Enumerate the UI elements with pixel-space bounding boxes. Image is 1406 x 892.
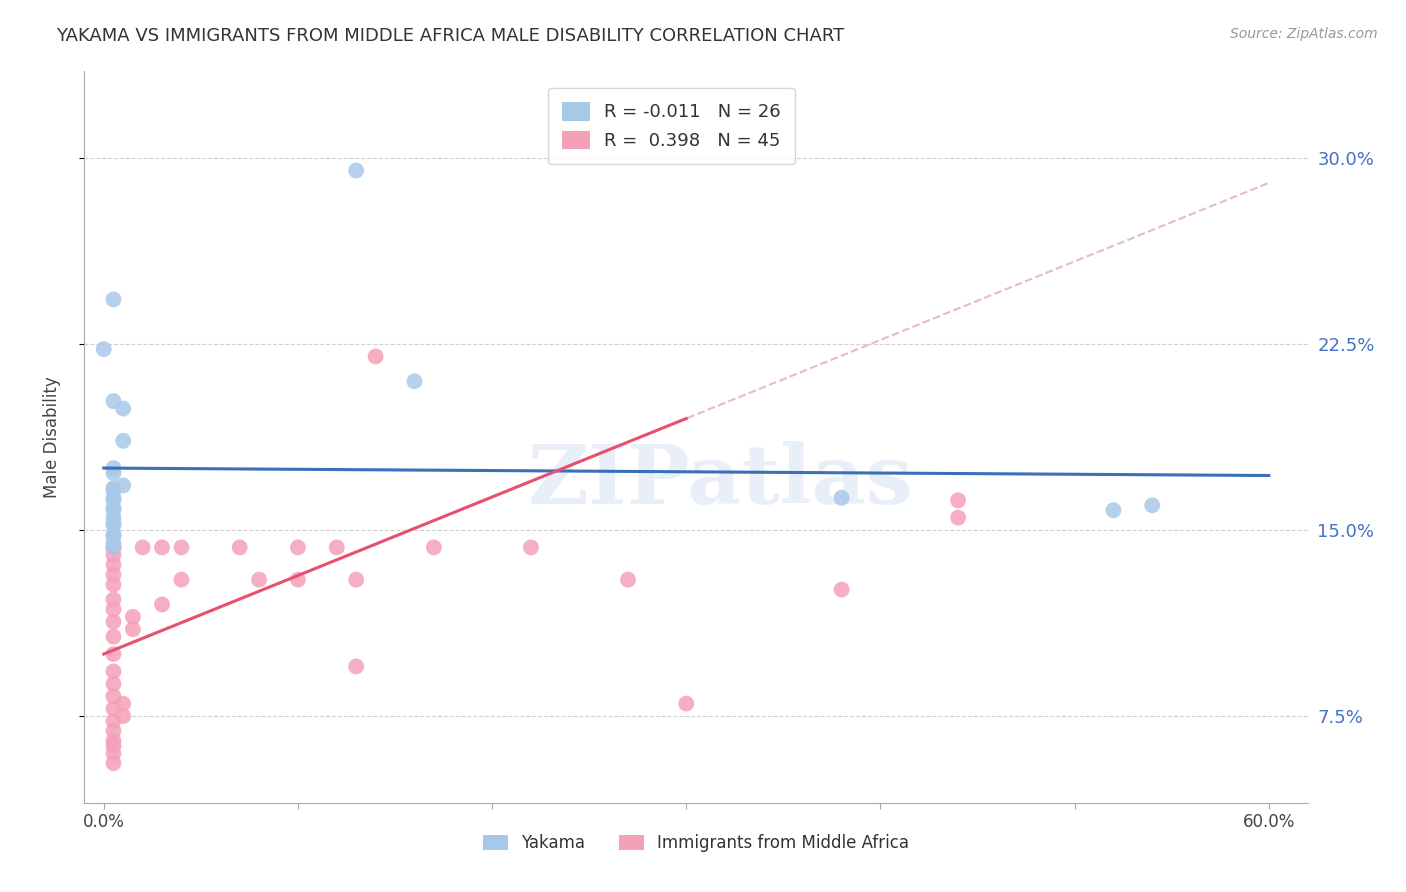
Point [103,518,125,533]
Point [103,739,125,753]
Point [103,677,125,691]
Point [946,493,969,508]
Point [287,573,309,587]
Point [170,573,193,587]
Point [103,602,125,616]
Point [1142,498,1164,512]
Point [103,528,125,542]
Point [103,535,125,549]
Point [344,573,367,587]
Point [103,689,125,703]
Point [93,342,115,356]
Point [831,491,853,505]
Point [287,541,309,555]
Point [228,541,250,555]
Point [122,622,145,636]
Point [103,510,125,524]
Point [150,541,173,555]
Point [103,756,125,771]
Point [1102,503,1125,517]
Point [103,500,125,515]
Point [131,541,153,555]
Point [103,734,125,748]
Point [103,577,125,591]
Point [112,709,135,723]
Point [150,598,173,612]
Point [103,647,125,661]
Point [675,697,697,711]
Point [103,548,125,562]
Point [344,659,367,673]
Text: Source: ZipAtlas.com: Source: ZipAtlas.com [1230,27,1378,41]
Point [103,293,125,307]
Point [103,461,125,475]
Point [112,434,135,448]
Point [404,374,426,388]
Y-axis label: Male Disability: Male Disability [42,376,60,498]
Point [112,697,135,711]
Point [103,567,125,582]
Point [326,541,349,555]
Legend: Yakama, Immigrants from Middle Africa: Yakama, Immigrants from Middle Africa [475,826,917,860]
Text: ZIPatlas: ZIPatlas [527,441,912,521]
Point [103,665,125,679]
Point [103,746,125,760]
Point [103,491,125,505]
Point [103,615,125,629]
Point [103,466,125,480]
Point [103,541,125,555]
Point [520,541,543,555]
Point [103,541,125,555]
Point [103,630,125,644]
Point [946,510,969,524]
Point [122,610,145,624]
Point [170,541,193,555]
Point [103,493,125,508]
Point [112,478,135,492]
Point [423,541,446,555]
Point [247,573,270,587]
Point [103,723,125,738]
Point [103,516,125,530]
Point [103,541,125,555]
Point [103,483,125,498]
Point [364,350,387,364]
Point [103,714,125,728]
Point [103,701,125,715]
Point [103,528,125,542]
Point [103,503,125,517]
Text: YAKAMA VS IMMIGRANTS FROM MIDDLE AFRICA MALE DISABILITY CORRELATION CHART: YAKAMA VS IMMIGRANTS FROM MIDDLE AFRICA … [56,27,845,45]
Point [112,401,135,416]
Point [831,582,853,597]
Point [344,163,367,178]
Point [103,394,125,409]
Point [103,558,125,572]
Point [103,481,125,495]
Point [617,573,640,587]
Point [103,592,125,607]
